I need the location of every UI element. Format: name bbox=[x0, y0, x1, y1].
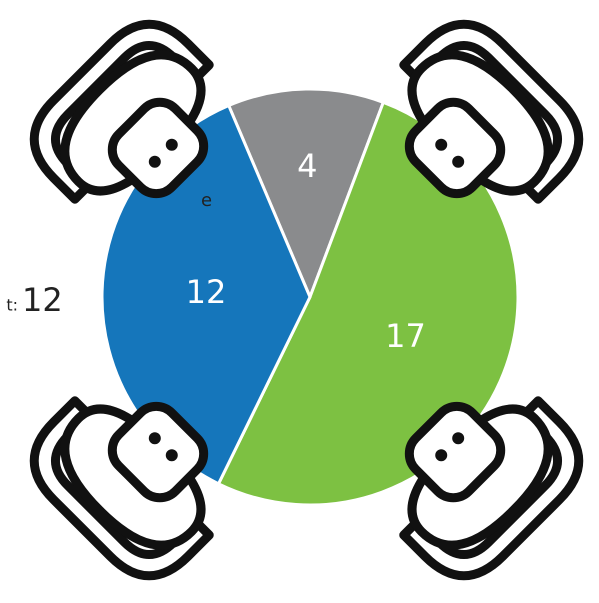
slice-label: 17 bbox=[385, 317, 426, 355]
annotation: 12 bbox=[22, 281, 63, 319]
slice-label: 4 bbox=[297, 147, 317, 185]
annotation: e bbox=[201, 190, 212, 211]
page: {"chart_data": {"type": "pie", "categori… bbox=[0, 0, 599, 603]
slice-label: 12 bbox=[186, 273, 227, 311]
chart: e t: 12 4 17 12 bbox=[0, 0, 599, 603]
annotation: t: bbox=[6, 296, 18, 315]
